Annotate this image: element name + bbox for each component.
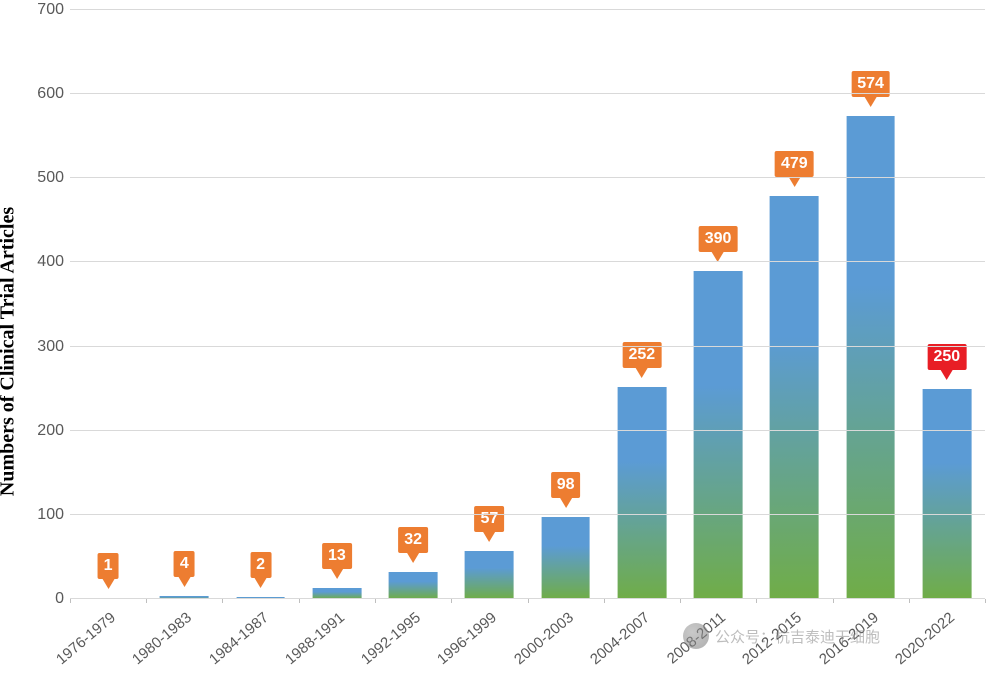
plot-area: 11976-197941980-198321984-1987131988-199… bbox=[70, 10, 985, 599]
callout-arrow bbox=[483, 532, 495, 542]
x-tick-label: 1992-1995 bbox=[358, 609, 424, 668]
bar-slot: 3902008-2011 bbox=[680, 10, 756, 599]
bar-slot: 5742016-2019 bbox=[833, 10, 909, 599]
callout-arrow bbox=[788, 177, 800, 187]
y-tick-label: 700 bbox=[37, 1, 64, 19]
bar bbox=[617, 387, 666, 599]
bar bbox=[389, 572, 438, 599]
x-tick-label: 2004-2007 bbox=[587, 609, 653, 668]
bar-slot: 11976-1979 bbox=[70, 10, 146, 599]
y-tick-label: 200 bbox=[37, 422, 64, 440]
callout-arrow bbox=[941, 370, 953, 380]
bar-slot: 2522004-2007 bbox=[604, 10, 680, 599]
bar-slot: 21984-1987 bbox=[222, 10, 298, 599]
data-callout: 98 bbox=[550, 471, 582, 499]
y-tick-label: 400 bbox=[37, 253, 64, 271]
callout-arrow bbox=[407, 553, 419, 563]
x-tick-label: 1976-1979 bbox=[53, 609, 119, 668]
bar bbox=[541, 517, 590, 599]
callout-arrow bbox=[712, 252, 724, 262]
x-tick bbox=[756, 599, 757, 603]
x-tick-label: 2000-2003 bbox=[511, 609, 577, 668]
y-axis-label: Numbers of Clinical Trial Articles bbox=[0, 206, 20, 495]
bar-slot: 4792012-2015 bbox=[756, 10, 832, 599]
x-tick bbox=[833, 599, 834, 603]
data-callout: 479 bbox=[774, 150, 815, 178]
bar bbox=[846, 116, 895, 599]
data-callout: 13 bbox=[321, 542, 353, 570]
x-tick-label: 1984-1987 bbox=[206, 609, 272, 668]
x-tick bbox=[909, 599, 910, 603]
x-tick bbox=[985, 599, 986, 603]
x-tick bbox=[451, 599, 452, 603]
data-callout: 2 bbox=[249, 551, 272, 579]
data-callout: 4 bbox=[173, 550, 196, 578]
y-tick-label: 100 bbox=[37, 506, 64, 524]
data-callout: 57 bbox=[473, 505, 505, 533]
x-tick-label: 2016-2019 bbox=[816, 609, 882, 668]
callout-arrow bbox=[178, 577, 190, 587]
callout-arrow bbox=[560, 498, 572, 508]
bar bbox=[770, 196, 819, 599]
data-callout: 1 bbox=[97, 552, 120, 580]
grid-line bbox=[70, 261, 985, 262]
bar-slot: 982000-2003 bbox=[528, 10, 604, 599]
chart-container: Numbers of Clinical Trial Articles 11976… bbox=[0, 0, 1000, 679]
x-tick-label: 1996-1999 bbox=[434, 609, 500, 668]
callout-arrow bbox=[255, 578, 267, 588]
grid-line bbox=[70, 177, 985, 178]
x-tick bbox=[375, 599, 376, 603]
bar-slot: 321992-1995 bbox=[375, 10, 451, 599]
grid-line bbox=[70, 430, 985, 431]
data-callout: 390 bbox=[698, 225, 739, 253]
x-tick bbox=[528, 599, 529, 603]
bar-slot: 2502020-2022 bbox=[909, 10, 985, 599]
bars-wrap: 11976-197941980-198321984-1987131988-199… bbox=[70, 10, 985, 599]
callout-arrow bbox=[636, 368, 648, 378]
grid-line bbox=[70, 346, 985, 347]
y-tick-label: 600 bbox=[37, 85, 64, 103]
x-tick-label: 1988-1991 bbox=[282, 609, 348, 668]
callout-arrow bbox=[331, 569, 343, 579]
data-callout: 32 bbox=[397, 526, 429, 554]
bar bbox=[922, 389, 971, 599]
x-tick-label: 2008-2011 bbox=[664, 609, 729, 667]
x-tick-label: 2020-2022 bbox=[892, 609, 958, 668]
bar-slot: 41980-1983 bbox=[146, 10, 222, 599]
bar-slot: 571996-1999 bbox=[451, 10, 527, 599]
y-tick-label: 0 bbox=[55, 590, 64, 608]
bar bbox=[465, 551, 514, 599]
x-tick bbox=[70, 599, 71, 603]
data-callout: 250 bbox=[927, 343, 968, 371]
grid-line bbox=[70, 9, 985, 10]
x-tick bbox=[604, 599, 605, 603]
callout-arrow bbox=[865, 97, 877, 107]
grid-line bbox=[70, 93, 985, 94]
x-tick-label: 1980-1983 bbox=[129, 609, 195, 668]
bar-slot: 131988-1991 bbox=[299, 10, 375, 599]
x-tick bbox=[680, 599, 681, 603]
grid-line bbox=[70, 514, 985, 515]
y-tick-label: 500 bbox=[37, 169, 64, 187]
x-tick-label: 2012-2015 bbox=[739, 609, 805, 668]
callout-arrow bbox=[102, 579, 114, 589]
y-tick-label: 300 bbox=[37, 338, 64, 356]
x-tick bbox=[299, 599, 300, 603]
x-tick bbox=[146, 599, 147, 603]
bar bbox=[694, 271, 743, 599]
x-tick bbox=[222, 599, 223, 603]
